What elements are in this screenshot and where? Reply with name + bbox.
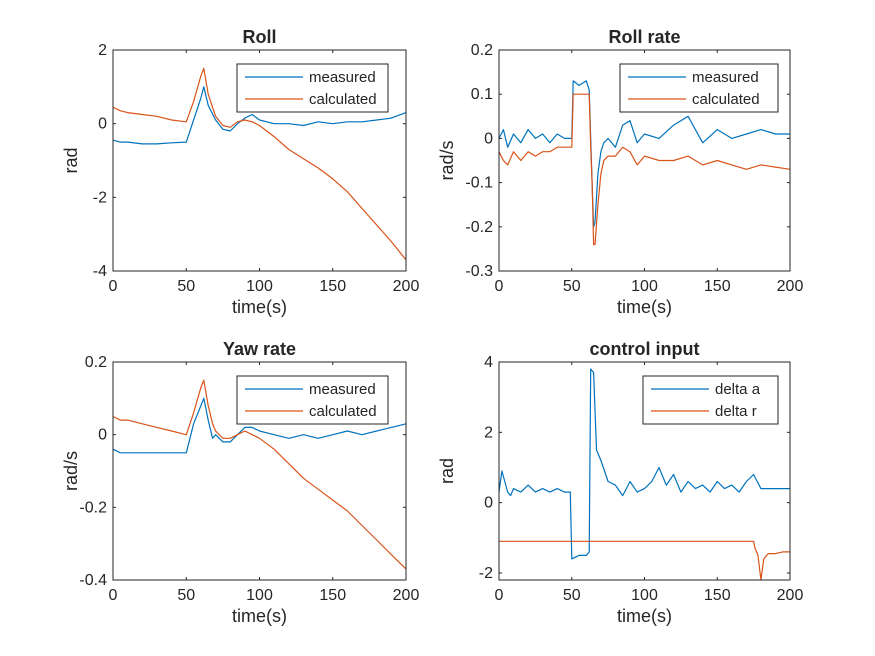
legend-entry: delta r: [715, 403, 757, 420]
x-tick-label: 150: [704, 587, 731, 604]
x-tick-label: 100: [246, 278, 273, 295]
chart-title: Yaw rate: [223, 339, 296, 359]
x-tick-label: 0: [109, 278, 118, 295]
series-line-calculated: [112, 379, 407, 570]
y-tick-label: 0: [484, 495, 493, 512]
legend-entry: measured: [309, 69, 376, 86]
legend-entry: calculated: [309, 403, 377, 420]
legend-entry: delta a: [715, 381, 761, 398]
subplot-yaw-rate: 0 50 100 150 200 -0.4 -0.2 0 0.2 Yaw rate time(s) r…: [61, 339, 419, 626]
x-tick-label: 100: [631, 278, 658, 295]
y-tick-label: 0: [98, 427, 107, 444]
x-tick-label: 200: [777, 278, 804, 295]
legend-entry: calculated: [309, 91, 377, 108]
chart-title: Roll: [243, 27, 277, 47]
legend: measured calculated: [236, 63, 389, 113]
legend: measured calculated: [236, 375, 389, 425]
x-tick-label: 200: [777, 587, 804, 604]
subplot-roll: 0 50 100 150 200 -4 -2 0 2 Roll time(s) rad measured…: [61, 27, 419, 317]
x-tick-label: 200: [393, 278, 420, 295]
series-line-measured: [498, 80, 790, 228]
y-tick-label: 0.2: [85, 354, 107, 371]
y-tick-label: 2: [484, 424, 493, 441]
legend: measured calculated: [619, 63, 779, 113]
chart-title: control input: [590, 339, 700, 359]
x-axis-label: time(s): [232, 606, 287, 626]
chart-title: Roll rate: [608, 27, 680, 47]
y-tick-label: 0.1: [471, 86, 493, 103]
series-line-calculated: [112, 67, 407, 261]
y-axis-label: rad/s: [61, 451, 81, 491]
x-tick-label: 150: [319, 278, 346, 295]
y-axis-label: rad: [437, 458, 457, 484]
legend-entry: measured: [692, 69, 759, 86]
y-tick-label: -0.2: [79, 499, 107, 516]
legend: delta a delta r: [642, 375, 779, 425]
x-axis-label: time(s): [232, 297, 287, 317]
x-axis-label: time(s): [617, 297, 672, 317]
x-tick-label: 50: [563, 587, 581, 604]
series-line-delta-r: [499, 540, 790, 581]
legend-box: [642, 375, 779, 425]
y-tick-label: -0.4: [79, 572, 107, 589]
y-tick-label: -0.1: [465, 175, 493, 192]
series-line-calculated: [498, 93, 791, 246]
legend-box: [236, 63, 389, 113]
y-tick-label: -4: [93, 263, 107, 280]
y-tick-label: -0.3: [465, 263, 493, 280]
x-tick-label: 0: [109, 587, 118, 604]
subplot-roll-rate: 0 50 100 150 200 -0.3 -0.2 -0.1 0 0.1 0.2 Roll rate…: [437, 27, 803, 317]
y-axis-label: rad/s: [437, 140, 457, 180]
legend-box: [236, 375, 389, 425]
legend-entry: measured: [309, 381, 376, 398]
y-tick-label: 2: [98, 42, 107, 59]
legend-entry: calculated: [692, 91, 760, 108]
legend-box: [619, 63, 779, 113]
y-axis-label: rad: [61, 147, 81, 173]
x-tick-label: 0: [495, 587, 504, 604]
x-tick-label: 150: [319, 587, 346, 604]
x-tick-label: 50: [177, 278, 195, 295]
x-tick-label: 50: [177, 587, 195, 604]
series-line-delta-a: [498, 368, 790, 560]
y-tick-label: 0.2: [471, 42, 493, 59]
y-tick-label: -0.2: [465, 219, 493, 236]
x-tick-label: 100: [246, 587, 273, 604]
x-tick-label: 100: [631, 587, 658, 604]
y-tick-label: 4: [484, 354, 493, 371]
x-tick-label: 150: [704, 278, 731, 295]
y-tick-label: 0: [484, 130, 493, 147]
x-tick-label: 0: [495, 278, 504, 295]
y-tick-label: -2: [93, 189, 107, 206]
series-line-measured: [112, 397, 407, 454]
x-tick-label: 200: [393, 587, 420, 604]
y-tick-label: -2: [479, 565, 493, 582]
x-axis-label: time(s): [617, 606, 672, 626]
series-line-measured: [112, 86, 407, 145]
y-tick-label: 0: [98, 116, 107, 133]
x-tick-label: 50: [563, 278, 581, 295]
